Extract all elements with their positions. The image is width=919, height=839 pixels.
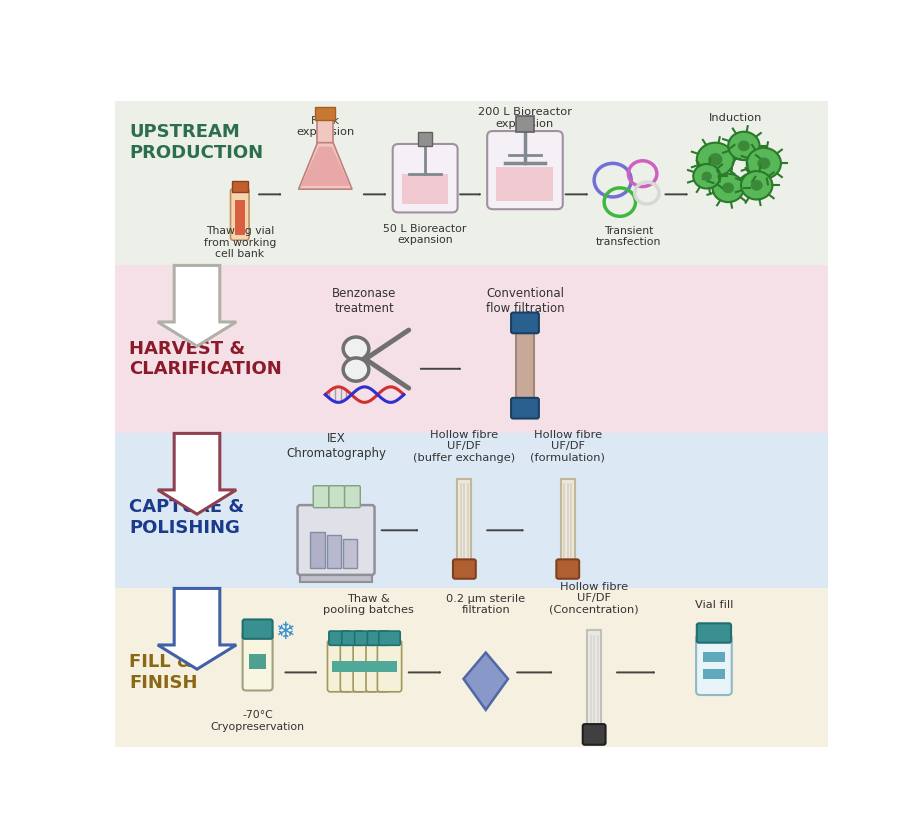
Circle shape — [343, 358, 369, 381]
FancyBboxPatch shape — [340, 640, 364, 692]
Bar — [370, 661, 385, 672]
Bar — [516, 330, 533, 401]
FancyBboxPatch shape — [243, 619, 272, 638]
Circle shape — [693, 164, 720, 189]
FancyBboxPatch shape — [243, 631, 272, 690]
Text: IEX
Chromatography: IEX Chromatography — [286, 432, 386, 461]
Bar — [310, 532, 324, 568]
FancyBboxPatch shape — [392, 144, 457, 212]
Text: CAPTURE &
POLISHING: CAPTURE & POLISHING — [129, 498, 244, 537]
FancyBboxPatch shape — [696, 623, 731, 643]
Polygon shape — [158, 434, 236, 514]
FancyBboxPatch shape — [297, 505, 374, 575]
FancyBboxPatch shape — [696, 634, 731, 695]
Text: Transient
transfection: Transient transfection — [595, 226, 661, 248]
Bar — [115, 588, 827, 747]
Bar — [115, 101, 827, 265]
Text: Vial fill: Vial fill — [694, 600, 732, 610]
Bar — [586, 630, 601, 727]
Bar — [115, 265, 827, 434]
Bar — [115, 434, 827, 588]
Text: Hollow fibre
UF/DF
(Concentration): Hollow fibre UF/DF (Concentration) — [549, 581, 639, 615]
Text: Thaw &
pooling batches: Thaw & pooling batches — [323, 594, 414, 615]
Bar — [382, 661, 396, 672]
FancyBboxPatch shape — [329, 631, 350, 645]
FancyBboxPatch shape — [487, 131, 562, 209]
Bar — [402, 174, 448, 204]
Circle shape — [721, 183, 733, 193]
Text: ❄: ❄ — [276, 620, 296, 644]
Text: Conventional
flow filtration: Conventional flow filtration — [485, 287, 563, 315]
Circle shape — [711, 174, 743, 202]
Polygon shape — [299, 143, 352, 189]
Circle shape — [696, 143, 733, 176]
FancyBboxPatch shape — [312, 486, 329, 508]
Polygon shape — [463, 653, 507, 710]
FancyBboxPatch shape — [582, 724, 605, 745]
Circle shape — [746, 148, 780, 179]
Text: UPSTREAM
PRODUCTION: UPSTREAM PRODUCTION — [129, 123, 263, 162]
Bar — [702, 653, 724, 662]
FancyBboxPatch shape — [327, 640, 351, 692]
FancyBboxPatch shape — [379, 631, 400, 645]
Bar — [516, 116, 533, 133]
Bar — [317, 117, 333, 143]
FancyBboxPatch shape — [556, 560, 579, 579]
Circle shape — [740, 171, 772, 200]
Text: Hollow fibre
UF/DF
(formulation): Hollow fibre UF/DF (formulation) — [529, 430, 605, 463]
Text: Hollow fibre
UF/DF
(buffer exchange): Hollow fibre UF/DF (buffer exchange) — [413, 430, 515, 463]
Bar — [315, 107, 335, 120]
FancyBboxPatch shape — [353, 640, 377, 692]
Text: -70°C
Cryopreservation: -70°C Cryopreservation — [210, 710, 304, 732]
Circle shape — [708, 153, 721, 166]
FancyBboxPatch shape — [366, 640, 390, 692]
Circle shape — [750, 180, 762, 190]
Bar — [234, 201, 244, 235]
Circle shape — [737, 140, 749, 151]
Bar — [343, 539, 357, 568]
Circle shape — [343, 337, 369, 360]
Circle shape — [756, 158, 769, 169]
Bar — [326, 535, 341, 568]
Text: 0.2 μm sterile
filtration: 0.2 μm sterile filtration — [446, 594, 525, 615]
Polygon shape — [158, 588, 236, 670]
FancyBboxPatch shape — [345, 486, 360, 508]
Text: 50 L Bioreactor
expansion: 50 L Bioreactor expansion — [383, 224, 466, 245]
Text: FILL &
FINISH: FILL & FINISH — [129, 653, 198, 692]
FancyBboxPatch shape — [377, 640, 402, 692]
FancyBboxPatch shape — [341, 631, 363, 645]
Bar — [457, 478, 471, 563]
FancyBboxPatch shape — [511, 313, 539, 333]
Bar — [332, 661, 346, 672]
Polygon shape — [158, 265, 236, 347]
FancyBboxPatch shape — [329, 486, 345, 508]
Bar — [345, 661, 359, 672]
Text: Flask
expansion: Flask expansion — [296, 116, 354, 138]
Bar — [560, 478, 574, 563]
Bar — [300, 571, 371, 582]
Text: Thawing vial
from working
cell bank: Thawing vial from working cell bank — [203, 227, 276, 259]
Polygon shape — [301, 147, 349, 186]
FancyBboxPatch shape — [354, 631, 376, 645]
Bar — [496, 167, 553, 201]
Circle shape — [728, 132, 759, 160]
Bar — [232, 180, 247, 192]
Text: Induction: Induction — [708, 113, 761, 123]
Bar — [417, 132, 432, 146]
Bar — [249, 654, 266, 669]
Text: 200 L Bioreactor
expansion: 200 L Bioreactor expansion — [478, 107, 572, 129]
Bar — [702, 670, 724, 679]
Text: HARVEST &
CLARIFICATION: HARVEST & CLARIFICATION — [129, 340, 282, 378]
FancyBboxPatch shape — [231, 189, 249, 240]
FancyBboxPatch shape — [452, 560, 475, 579]
Bar — [357, 661, 372, 672]
Circle shape — [701, 172, 711, 181]
FancyBboxPatch shape — [367, 631, 389, 645]
Text: Benzonase
treatment: Benzonase treatment — [332, 287, 396, 315]
FancyBboxPatch shape — [511, 398, 539, 419]
